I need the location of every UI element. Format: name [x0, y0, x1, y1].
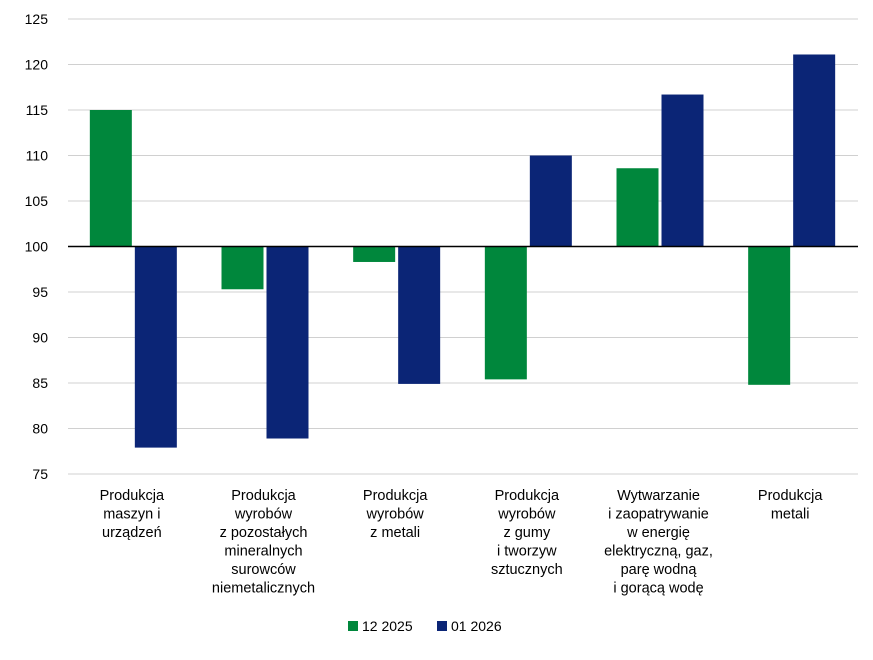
y-tick-label: 85	[32, 375, 48, 391]
x-category-label: Produkcja wyrobów z metali	[363, 488, 428, 541]
y-tick-label: 75	[32, 466, 48, 482]
bars	[89, 54, 836, 448]
bar-series2-cat5	[661, 94, 704, 247]
x-axis: Produkcja maszyn i urządzeń Produkcja wyrobó…	[100, 488, 824, 597]
bar-series2-cat6	[793, 54, 836, 247]
x-category-label: Produkcja metali	[758, 488, 823, 523]
y-tick-label: 90	[32, 330, 48, 346]
legend-label-2: 01 2026	[451, 618, 502, 634]
y-tick-label: 105	[25, 193, 49, 209]
y-axis: 75 80 85 90 95 100 105 110 115 120 125	[25, 11, 49, 482]
x-category-label: Produkcja wyrobów z gumy i tworzyw sztucznyc…	[491, 488, 563, 578]
bar-series1-cat1	[89, 110, 132, 247]
y-tick-label: 125	[25, 11, 49, 27]
y-tick-label: 95	[32, 284, 48, 300]
legend-label-1: 12 2025	[362, 618, 413, 634]
y-tick-label: 80	[32, 421, 48, 437]
bar-series2-cat4	[529, 155, 572, 247]
legend-swatch-2	[437, 621, 447, 631]
y-tick-label: 120	[25, 57, 49, 73]
bar-series1-cat6	[748, 246, 791, 385]
bar-series1-cat3	[353, 246, 396, 262]
bar-series2-cat1	[134, 246, 177, 448]
bar-series1-cat5	[616, 168, 659, 247]
bar-series1-cat2	[221, 246, 264, 290]
y-tick-label: 110	[26, 148, 49, 164]
x-category-label: Produkcja maszyn i urządzeń	[100, 488, 165, 541]
y-tick-label: 115	[26, 102, 49, 118]
legend-swatch-1	[348, 621, 358, 631]
y-tick-label: 100	[25, 239, 49, 255]
legend: 12 2025 01 2026	[348, 618, 502, 634]
bar-series2-cat3	[398, 246, 441, 384]
bar-series1-cat4	[484, 246, 527, 380]
bar-series2-cat2	[266, 246, 309, 439]
x-category-label: Produkcja wyrobów z pozostałych mineralnych…	[212, 488, 315, 597]
x-category-label: Wytwarzanie i zaopatrywanie w energię elekt…	[604, 488, 713, 597]
